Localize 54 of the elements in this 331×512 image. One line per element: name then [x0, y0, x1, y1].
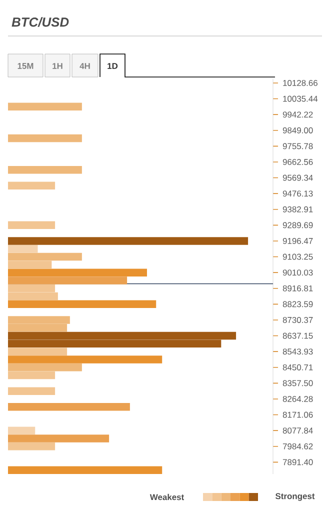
y-tick-label: 8637.15: [282, 332, 313, 339]
y-tick-label: 8077.84: [282, 428, 313, 434]
bar: [8, 244, 38, 253]
y-tick-label: 9289.69: [282, 222, 313, 228]
text: 1D: [108, 63, 118, 69]
y-tick-label: 8171.06: [282, 412, 313, 418]
y-tick-label: 9662.56: [282, 158, 313, 165]
y-tick-label: 7891.40: [282, 459, 313, 466]
y-tick-label: 8823.59: [282, 301, 313, 308]
bar: [8, 387, 56, 395]
text: Weakest: [150, 494, 184, 500]
bar: [8, 426, 36, 434]
bar: [8, 237, 248, 245]
bar: [8, 166, 82, 174]
y-tick-label: 9382.91: [282, 206, 313, 212]
text: 15M: [18, 63, 34, 69]
y-tick-label: 10128.66: [283, 80, 318, 86]
bar: [8, 364, 82, 372]
bar: [8, 134, 82, 142]
bar: [8, 252, 82, 261]
bar: [8, 348, 68, 356]
y-tick-label: 10035.44: [283, 96, 318, 102]
y-tick-label: 9755.78: [282, 143, 313, 150]
bar: [8, 102, 82, 111]
chart-title: BTC/USD: [12, 17, 69, 27]
y-tick-label: 9569.34: [282, 174, 313, 181]
y-tick-label: 9849.00: [282, 127, 313, 134]
bar: [8, 434, 110, 442]
y-tick-label: 8450.71: [282, 364, 313, 370]
bar: [8, 356, 162, 364]
bar: [8, 371, 56, 380]
bar: [8, 260, 52, 269]
y-tick-label: 9010.03: [282, 270, 313, 276]
y-tick-label: 7984.62: [282, 443, 313, 450]
bar: [8, 276, 128, 284]
text: Strongest: [275, 493, 315, 501]
y-tick-label: 8357.50: [282, 380, 313, 386]
text: 4H: [80, 63, 90, 69]
y-tick-label: 9476.13: [282, 190, 313, 197]
y-tick-label: 8916.81: [282, 285, 313, 292]
bar: [8, 268, 147, 276]
y-tick-label: 9103.25: [282, 254, 313, 260]
y-tick-label: 9196.47: [282, 238, 313, 244]
bar: [8, 442, 56, 450]
bar: [8, 466, 162, 474]
bar: [8, 300, 156, 308]
y-tick-label: 8543.93: [282, 348, 313, 355]
text: 1H: [52, 63, 62, 69]
y-tick-label: 8264.28: [282, 396, 313, 402]
y-tick-label: 9942.22: [282, 112, 313, 118]
bar: [8, 221, 56, 230]
bar: [8, 402, 130, 411]
y-tick-label: 8730.37: [282, 316, 313, 323]
bar: [8, 182, 56, 190]
